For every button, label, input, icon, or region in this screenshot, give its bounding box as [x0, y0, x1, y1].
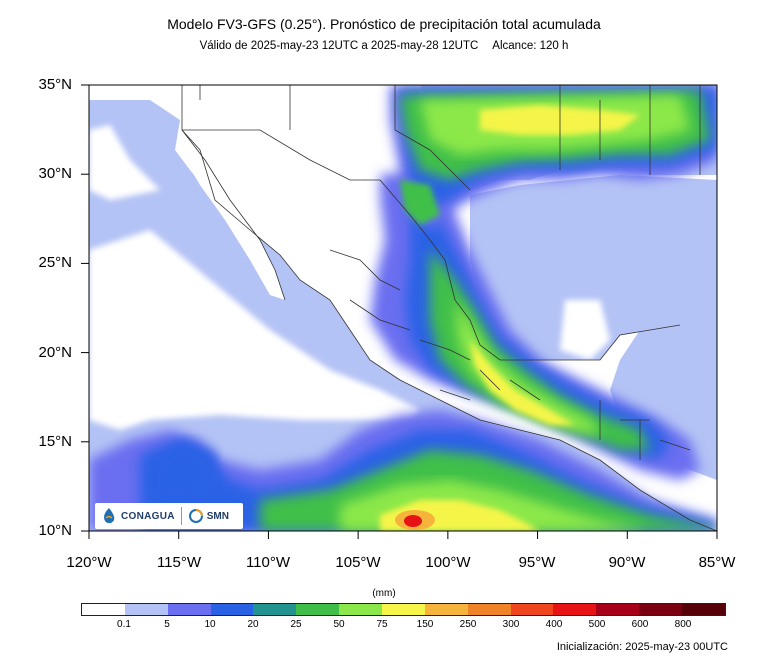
- legend-tick-label: 50: [333, 619, 345, 630]
- lon-label-115w: 115°W: [156, 554, 202, 571]
- agency-logos: CONAGUA SMN: [95, 503, 243, 529]
- pacific-west-blob: [150, 440, 215, 505]
- lon-label-90w: 90°W: [608, 554, 646, 571]
- initialization-text: Inicialización: 2025-may-23 00UTC: [556, 641, 728, 653]
- legend-swatch-3: [210, 604, 254, 615]
- lat-label-25n: 25°N: [38, 254, 72, 271]
- lon-label-100w: 100°W: [425, 554, 471, 571]
- legend-colorbar: [81, 603, 726, 616]
- legend-tick-label: 150: [416, 619, 434, 630]
- pacific-dry-area-2: [89, 125, 160, 200]
- legend-tick-label: 25: [290, 619, 302, 630]
- legend-swatch-4: [253, 604, 297, 615]
- conagua-logo-icon: [104, 508, 115, 524]
- legend-swatch-2: [167, 604, 211, 615]
- legend-units: (mm): [372, 588, 396, 599]
- legend-swatch-5: [296, 604, 340, 615]
- legend-swatch-9: [467, 604, 511, 615]
- lat-label-10n: 10°N: [38, 522, 72, 539]
- lat-label-30n: 30°N: [38, 165, 72, 182]
- conagua-logo-text: CONAGUA: [121, 510, 175, 522]
- pacific-max-red: [404, 515, 422, 527]
- pacific-dry-area: [89, 230, 420, 430]
- lon-label-95w: 95°W: [518, 554, 556, 571]
- legend-swatch-1: [124, 604, 168, 615]
- lon-label-105w: 105°W: [335, 554, 381, 571]
- legend-tick-label: 10: [204, 619, 216, 630]
- legend-tick-label: 600: [631, 619, 649, 630]
- lat-label-15n: 15°N: [38, 433, 72, 450]
- chart-subtitle: Válido de 2025-may-23 12UTC a 2025-may-2…: [0, 40, 768, 52]
- legend-tick-label: 400: [545, 619, 563, 630]
- legend-tick-label: 75: [376, 619, 388, 630]
- legend-swatch-14: [682, 604, 725, 615]
- legend-swatch-0: [82, 604, 125, 615]
- plot-frame: [88, 84, 718, 532]
- land-baja: [182, 130, 285, 300]
- smn-logo-icon: [188, 509, 203, 523]
- legend-swatch-7: [382, 604, 425, 615]
- mexico-yellow-band: [470, 340, 575, 425]
- legend-tick-label: 0.1: [117, 619, 131, 630]
- legend-tick-label: 500: [588, 619, 606, 630]
- legend-swatch-13: [639, 604, 683, 615]
- chart-title: Modelo FV3-GFS (0.25°). Pronóstico de pr…: [167, 16, 601, 32]
- lon-label-110w: 110°W: [245, 554, 291, 571]
- gulf-dry: [560, 300, 610, 360]
- lon-label-120w: 120°W: [66, 554, 112, 571]
- legend-swatch-11: [553, 604, 597, 615]
- political-borders: [181, 85, 717, 531]
- caribbean: [630, 330, 717, 470]
- lon-label-85w: 85°W: [698, 554, 736, 571]
- legend-tick-label: 20: [247, 619, 259, 630]
- legend-tick-label: 250: [459, 619, 477, 630]
- legend-tick-label: 300: [502, 619, 520, 630]
- legend-swatch-8: [424, 604, 468, 615]
- legend-tick-label: 800: [674, 619, 692, 630]
- legend-swatch-12: [596, 604, 640, 615]
- texas-coast-green: [400, 180, 440, 225]
- valid-period: Válido de 2025-may-23 12UTC a 2025-may-2…: [199, 40, 479, 52]
- legend-tick-label: 5: [164, 619, 170, 630]
- lat-label-35n: 35°N: [38, 76, 72, 93]
- forecast-range: Alcance: 120 h: [492, 40, 569, 52]
- legend-swatch-6: [339, 604, 383, 615]
- gulf-of-mexico: [470, 175, 717, 360]
- logo-separator: [180, 507, 182, 525]
- legend-swatch-10: [510, 604, 554, 615]
- smn-logo-text: SMN: [206, 510, 229, 522]
- lat-label-20n: 20°N: [38, 344, 72, 361]
- axis-ticks: [81, 84, 718, 539]
